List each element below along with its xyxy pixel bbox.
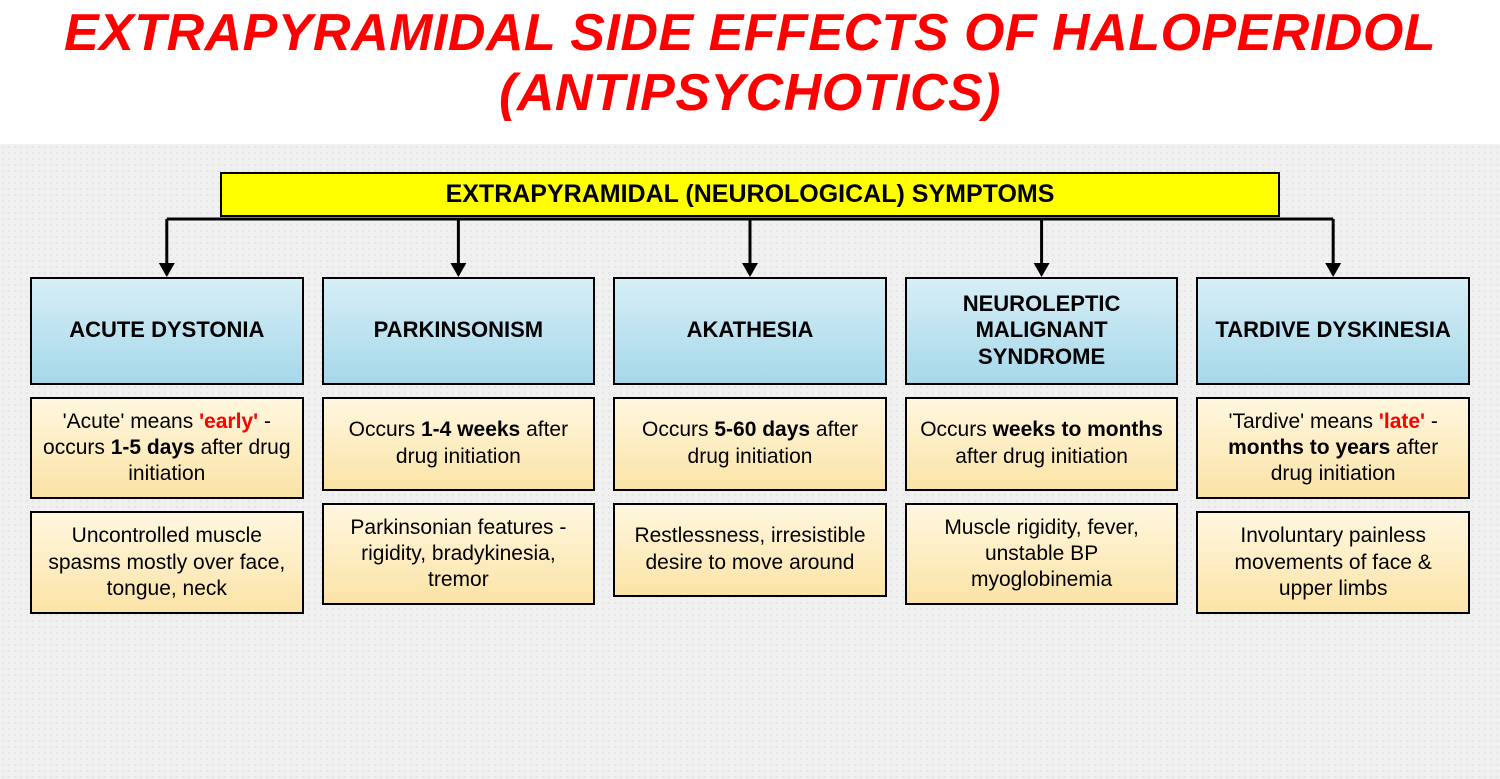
- timing-box: Occurs 1-4 weeks after drug initiation: [322, 397, 596, 491]
- description-box: Muscle rigidity, fever, unstable BP myog…: [905, 503, 1179, 606]
- column: PARKINSONISM Occurs 1-4 weeks after drug …: [322, 277, 596, 615]
- category-box: PARKINSONISM: [322, 277, 596, 385]
- description-box: Parkinsonian features - rigidity, bradyk…: [322, 503, 596, 606]
- title-block: EXTRAPYRAMIDAL SIDE EFFECTS OF HALOPERID…: [0, 0, 1500, 144]
- description-box: Restlessness, irresistible desire to mov…: [613, 503, 887, 597]
- timing-box: Occurs 5-60 days after drug initiation: [613, 397, 887, 491]
- description-box: Uncontrolled muscle spasms mostly over f…: [30, 511, 304, 614]
- connector-arrows: [0, 217, 1500, 277]
- column: AKATHESIA Occurs 5-60 days after drug ini…: [613, 277, 887, 615]
- description-box: Involuntary painless movements of face &…: [1196, 511, 1470, 614]
- category-box: TARDIVE DYSKINESIA: [1196, 277, 1470, 385]
- timing-box: 'Acute' means 'early' - occurs 1-5 days …: [30, 397, 304, 500]
- timing-box: 'Tardive' means 'late' - months to years…: [1196, 397, 1470, 500]
- column: TARDIVE DYSKINESIA 'Tardive' means 'late'…: [1196, 277, 1470, 615]
- columns-container: ACUTE DYSTONIA 'Acute' means 'early' - oc…: [0, 277, 1500, 615]
- page-title: EXTRAPYRAMIDAL SIDE EFFECTS OF HALOPERID…: [20, 4, 1480, 124]
- root-node: EXTRAPYRAMIDAL (NEUROLOGICAL) SYMPTOMS: [220, 172, 1280, 217]
- category-box: AKATHESIA: [613, 277, 887, 385]
- column: NEUROLEPTIC MALIGNANT SYNDROME Occurs wee…: [905, 277, 1179, 615]
- category-box: ACUTE DYSTONIA: [30, 277, 304, 385]
- column: ACUTE DYSTONIA 'Acute' means 'early' - oc…: [30, 277, 304, 615]
- timing-box: Occurs weeks to months after drug initia…: [905, 397, 1179, 491]
- category-box: NEUROLEPTIC MALIGNANT SYNDROME: [905, 277, 1179, 385]
